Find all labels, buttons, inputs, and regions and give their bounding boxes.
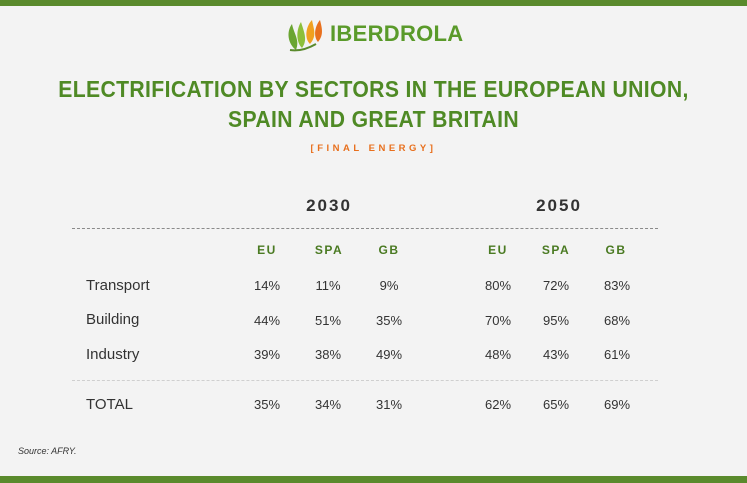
- divider-total: [72, 380, 658, 381]
- col-header-gb-2050: GB: [605, 243, 627, 257]
- row-label-industry: Industry: [86, 346, 140, 363]
- title-line-2: SPAIN AND GREAT BRITAIN: [227, 106, 519, 132]
- table-cell: 70%: [484, 313, 512, 328]
- table-cell: 51%: [314, 313, 342, 328]
- title-line-1: ELECTRIFICATION BY SECTORS IN THE EUROPE…: [58, 76, 689, 102]
- row-label-building: Building: [86, 311, 140, 328]
- row-label-total: TOTAL: [86, 396, 133, 413]
- table-cell: 65%: [542, 397, 570, 412]
- table-cell: 9%: [379, 278, 399, 293]
- table-cell: 39%: [253, 347, 281, 362]
- table-cell: 31%: [375, 397, 403, 412]
- row-label-transport: Transport: [86, 277, 150, 294]
- bottom-accent-bar: [0, 476, 747, 483]
- source-note: Source: AFRY.: [18, 446, 77, 456]
- page-title: ELECTRIFICATION BY SECTORS IN THE EUROPE…: [30, 74, 717, 134]
- year-2030: 2030: [306, 196, 352, 215]
- table-cell: 44%: [253, 313, 281, 328]
- top-accent-bar: [0, 0, 747, 6]
- iberdrola-logo: IBERDROLA: [282, 14, 463, 54]
- brand-name: IBERDROLA: [330, 21, 464, 46]
- table-cell: 83%: [603, 278, 631, 293]
- table-cell: 14%: [253, 278, 281, 293]
- subtitle: [FINAL ENERGY]: [310, 143, 437, 154]
- table-cell: 68%: [603, 313, 631, 328]
- table-cell: 35%: [375, 313, 403, 328]
- table-cell: 69%: [603, 397, 631, 412]
- table-cell: 62%: [484, 397, 512, 412]
- col-header-spa-2050: SPA: [541, 243, 571, 257]
- col-header-eu-2050: EU: [488, 243, 508, 257]
- table-cell: 72%: [542, 278, 570, 293]
- year-2050: 2050: [536, 196, 582, 215]
- table-cell: 80%: [484, 278, 512, 293]
- table-cell: 38%: [314, 347, 342, 362]
- col-header-eu-2030: EU: [257, 243, 277, 257]
- leaf-drops-logo-icon: [288, 20, 322, 52]
- table-cell: 49%: [375, 347, 403, 362]
- col-header-gb-2030: GB: [378, 243, 400, 257]
- table-cell: 35%: [253, 397, 281, 412]
- table-cell: 61%: [603, 347, 631, 362]
- table-cell: 48%: [484, 347, 512, 362]
- table-cell: 34%: [314, 397, 342, 412]
- table-cell: 43%: [542, 347, 570, 362]
- divider-top: [72, 228, 658, 229]
- col-header-spa-2030: SPA: [314, 243, 344, 257]
- table-cell: 11%: [315, 278, 341, 293]
- table-cell: 95%: [542, 313, 570, 328]
